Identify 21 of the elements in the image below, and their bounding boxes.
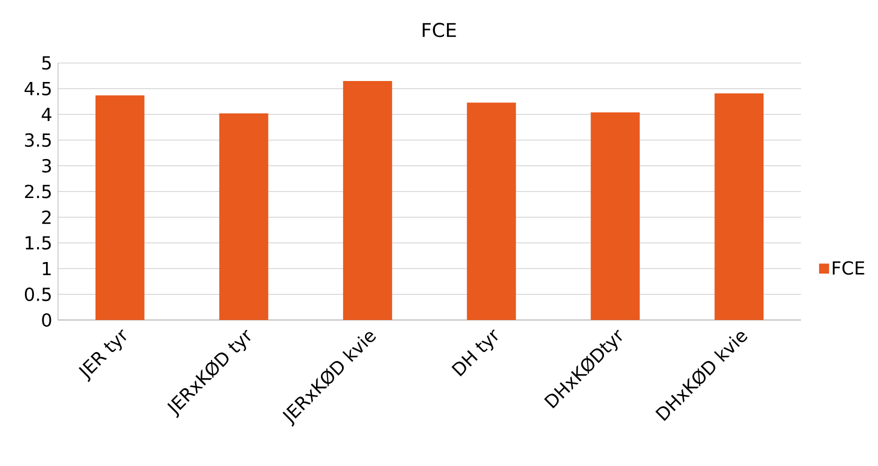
y-tick-label: 1.5 <box>26 236 51 250</box>
y-tick-label: 4 <box>42 108 52 121</box>
chart-title: FCE <box>422 22 456 38</box>
bar <box>95 95 144 320</box>
bar <box>590 112 640 320</box>
bar <box>343 80 392 320</box>
y-tick-label: 4.5 <box>24 82 51 96</box>
y-tick-label: 1 <box>42 262 51 276</box>
y-tick-label: 3.5 <box>25 133 51 147</box>
y-tick-label: 2.5 <box>25 184 51 198</box>
x-tick-label: JER tyr <box>78 329 126 382</box>
y-tick-label: 0.5 <box>24 287 51 302</box>
legend-label: FCE <box>832 261 864 275</box>
y-tick-label: 5 <box>42 56 51 70</box>
bar <box>466 102 516 320</box>
bar <box>714 93 764 320</box>
y-tick-label: 3 <box>42 158 51 173</box>
x-tick-label: DH tyr <box>451 329 498 376</box>
bar <box>219 113 268 320</box>
y-tick-label: 0 <box>42 313 52 327</box>
y-tick-label: 2 <box>42 210 51 224</box>
